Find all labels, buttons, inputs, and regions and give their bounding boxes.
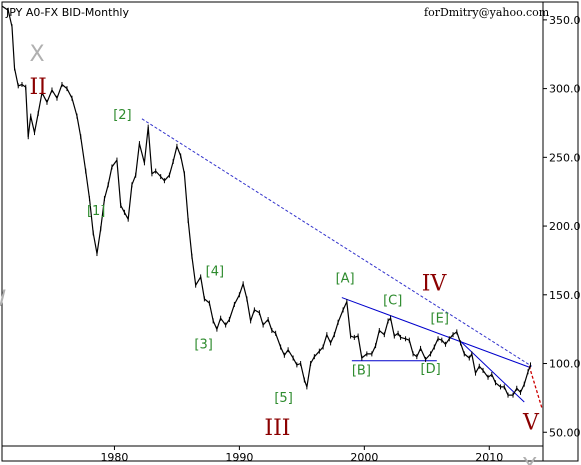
wave-labels: XII[2][1]IW[4][3][5]III[A][C][B][D]IV[E]… — [0, 42, 540, 465]
wave-label-major: V — [522, 411, 540, 436]
y-tick-label: 300.00 — [549, 83, 581, 96]
price-axis: 350.00 300.00 250.00 200.00 150.00 100.00 50.0… — [543, 14, 581, 439]
wave-label-minor: [1] — [87, 204, 105, 219]
y-tick-label: 150.00 — [549, 289, 581, 302]
wave-label-minor: [D] — [421, 362, 441, 377]
chart-title: JPY A0-FX BID-Monthly — [5, 6, 129, 19]
channel-line — [458, 339, 525, 403]
wave-label-cycle: W — [0, 287, 7, 312]
x-tick-label: 1980 — [100, 451, 128, 464]
wave-label-cycle: X — [29, 42, 44, 67]
y-tick-label: 50.00 — [549, 426, 581, 439]
wave-label-minor: [5] — [274, 391, 292, 406]
price-line — [1, 5, 532, 396]
wave-label-minor: [3] — [194, 337, 212, 352]
wave-label-minor: [E] — [431, 311, 449, 326]
wave-label-major: III — [264, 416, 290, 441]
author-email: forDmitry@yahoo.com — [424, 6, 550, 19]
wave-label-major: IV — [422, 272, 448, 297]
resistance-trendline — [141, 118, 533, 367]
wave-label-major: II — [29, 75, 46, 100]
wave-label-minor: [B] — [352, 364, 371, 379]
time-axis: 1980 1990 2000 2010 — [100, 446, 503, 464]
x-tick-label: 2000 — [350, 451, 378, 464]
wave-label-minor: [2] — [113, 108, 131, 123]
price-series — [1, 3, 532, 398]
channel-line — [341, 297, 531, 369]
trend-lines — [141, 118, 543, 408]
wave-label-minor: [C] — [383, 293, 402, 308]
y-tick-label: 200.00 — [549, 220, 581, 233]
y-tick-label: 100.00 — [549, 358, 581, 371]
y-tick-label: 350.00 — [549, 14, 581, 27]
wave-label-minor: [A] — [336, 271, 355, 286]
x-tick-label: 1990 — [225, 451, 253, 464]
projection-line — [528, 366, 543, 408]
y-tick-label: 250.00 — [549, 151, 581, 164]
wave-label-cycle: Y — [522, 454, 537, 465]
x-tick-label: 2010 — [475, 451, 503, 464]
wave-label-minor: [4] — [206, 265, 224, 280]
